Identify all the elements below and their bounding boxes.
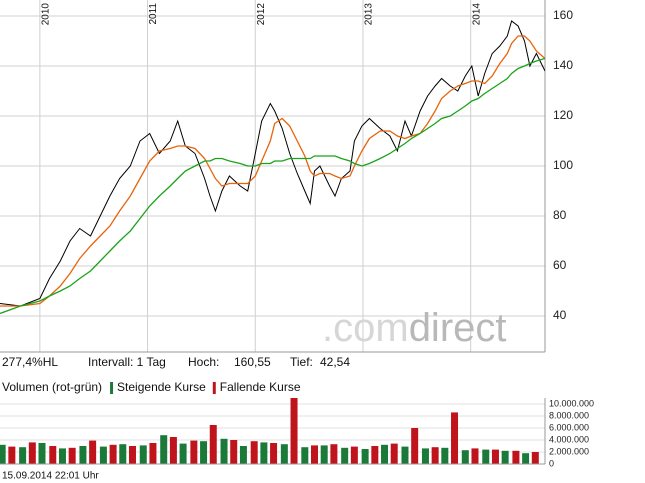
volume-bar [501,450,509,464]
y-tick-label: 6.000.000 [549,422,589,432]
volume-bar [320,445,328,464]
volume-bar [179,443,187,464]
volume-bar [482,449,490,464]
volume-bar [38,443,46,464]
y-tick-label: 2.000.000 [549,446,589,456]
timestamp: 15.09.2014 22:01 Uhr [2,471,99,482]
volume-bar [19,447,27,464]
legend-label: Fallende Kurse [220,380,301,394]
volume-bar [290,398,298,464]
volume-bar [441,447,449,464]
volume-bar [200,441,208,464]
stats-interval: Intervall: 1 Tag [88,355,166,369]
legend-label: Steigende Kurse [117,380,206,394]
price-line [0,20,545,307]
volume-bar [451,412,459,464]
y-tick-label: 120 [553,108,573,122]
x-tick-label: 2010 [40,3,51,26]
volume-bar [239,446,247,464]
volume-bar [341,447,349,464]
stats-high: 160,55 [234,355,271,369]
volume-bar [461,450,469,464]
volume-bar [401,446,409,464]
y-tick-label: 8.000.000 [549,410,589,420]
y-tick-label: 4.000.000 [549,434,589,444]
watermark-com: .com [322,306,409,350]
volume-bar [350,446,358,464]
volume-bar [512,450,520,464]
x-tick-label: 2014 [471,3,482,26]
volume-bar [270,443,278,464]
x-tick-label: 2013 [364,3,375,26]
x-tick-label: 2012 [256,3,267,26]
volume-bar [169,437,177,464]
y-tick-label: 40 [553,308,567,322]
volume-bar [421,448,429,464]
price-line [0,57,545,315]
legend-swatch [212,382,216,394]
volume-bar [49,446,57,464]
volume-bar [491,449,499,464]
volume-bar [522,453,530,464]
volume-bar [58,448,66,464]
volume-bar [471,448,479,464]
volume-bar [68,447,76,464]
stats-high-label: Hoch: [188,355,219,369]
volume-bar [99,446,107,464]
volume-bar [149,443,157,464]
volume-bar [139,445,147,464]
y-tick-label: 80 [553,208,567,222]
volume-bar [220,438,228,464]
y-tick-label: 140 [553,58,573,72]
volume-bar [250,441,258,464]
y-tick-label: 60 [553,258,567,272]
volume-bar [28,442,36,464]
y-tick-label: 100 [553,158,573,172]
volume-bar [431,447,439,464]
stats-low-label: Tief: [290,355,313,369]
stats-range: 277,4%HL [2,355,58,369]
x-tick-label: 2011 [148,3,159,25]
stats-low: 42,54 [320,355,350,369]
volume-bar [230,440,238,464]
volume-bar [280,444,288,464]
volume-bar [89,440,97,464]
volume-bar [361,449,369,464]
volume-bar [119,444,127,464]
volume-bar [390,443,398,464]
volume-bar [531,452,539,464]
volume-bar [301,447,309,464]
volume-bar [79,446,87,464]
watermark-direct: direct [409,306,507,350]
volume-title: Volumen (rot-grün) [2,380,102,394]
legend-swatch [110,382,114,394]
y-tick-label: 160 [553,8,573,22]
volume-bar [160,435,168,464]
volume-bar [381,444,389,464]
price-line [0,35,545,307]
volume-bar [371,446,379,464]
volume-bar [330,444,338,464]
watermark: .comdirect [322,306,507,350]
volume-bar [190,440,198,464]
volume-bar [8,446,16,464]
y-tick-label: 10.000.000 [549,398,594,408]
y-tick-label: 0 [549,458,554,468]
volume-bar [260,442,268,464]
overflow-arrow [291,398,298,404]
volume-bar [0,444,6,464]
volume-bar [128,446,136,464]
volume-bar [411,428,419,464]
volume-bar [109,444,117,464]
volume-bar [311,445,319,464]
volume-bar [209,425,217,464]
